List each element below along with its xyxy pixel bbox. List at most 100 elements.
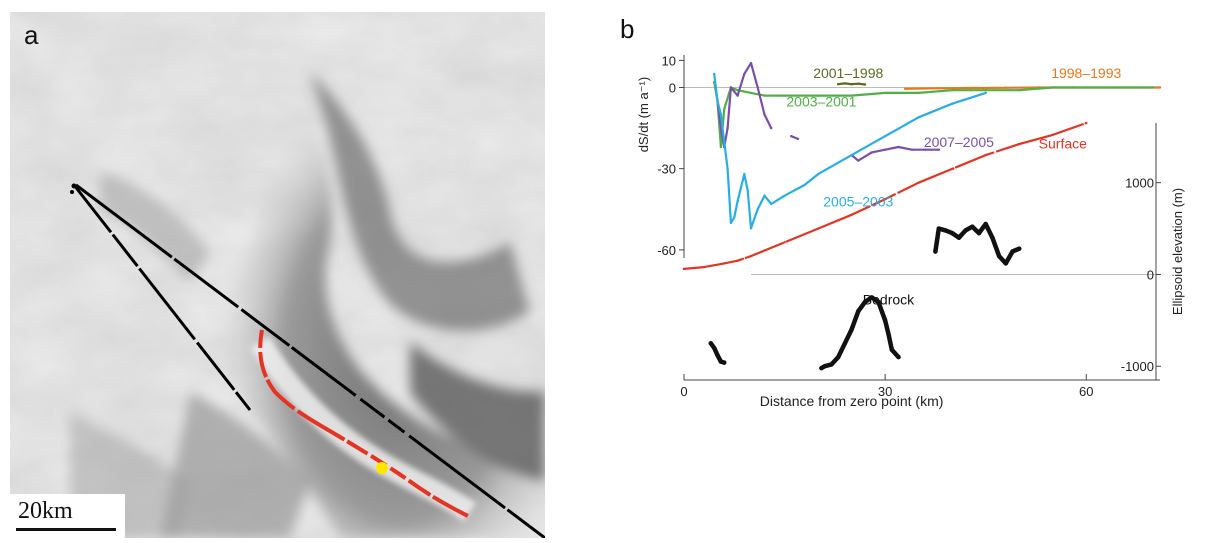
data-point-2007-2005 [726, 126, 729, 130]
data-point-2007-2005 [756, 86, 759, 89]
data-point-2005-2003 [726, 167, 729, 170]
data-point-2001-1998 [836, 83, 840, 86]
data-point-bedrock [976, 230, 982, 236]
data-point-surface [850, 213, 853, 216]
zero-point-marker [376, 462, 388, 474]
series-annotation: Bedrock [863, 292, 915, 308]
data-point-2005-2003 [746, 189, 749, 192]
flight-track-main-segment [75, 183, 545, 538]
data-point-bedrock [882, 318, 888, 323]
data-point-bedrock [715, 353, 720, 358]
data-point-bedrock [1017, 246, 1022, 251]
data-point-bedrock [996, 253, 1002, 259]
data-point-2003-2001 [950, 88, 954, 92]
data-point-2005-2003 [743, 172, 746, 176]
data-point-2007-2005 [790, 135, 793, 138]
data-point-surface [984, 153, 987, 157]
data-point-2005-2003 [736, 199, 739, 203]
data-point-2007-2005 [736, 94, 739, 97]
data-point-bedrock [856, 308, 861, 314]
panel-b-label: b [620, 14, 635, 44]
data-point-surface [816, 227, 820, 230]
data-point-2003-2001 [1018, 88, 1021, 92]
data-point-surface [723, 262, 726, 265]
data-point-2003-2001 [1085, 86, 1088, 89]
data-point-2005-2003 [950, 102, 954, 105]
series-line-2005-2003 [713, 72, 987, 230]
data-point-2005-2003 [729, 221, 733, 225]
data-point-2003-2001 [883, 91, 887, 95]
data-point-surface [783, 241, 786, 244]
data-point-2005-2003 [850, 153, 853, 157]
data-point-1998-1993 [971, 86, 974, 90]
data-point-1998-1993 [1004, 86, 1008, 89]
data-point-surface [883, 197, 887, 201]
data-point-2007-2005 [763, 113, 766, 116]
right-axis-tick-label: -1000 [1121, 359, 1154, 374]
data-point-2005-2003 [733, 216, 736, 219]
panel-a-label: a [24, 20, 39, 50]
x-axis-tick-label: 60 [1079, 384, 1093, 399]
data-point-bedrock [983, 221, 988, 227]
data-point-bedrock [711, 345, 717, 351]
left-axis-tick-label: -60 [657, 243, 676, 258]
data-point-2005-2003 [783, 194, 786, 197]
data-point-bedrock [933, 249, 938, 254]
data-point-2005-2003 [756, 208, 759, 211]
left-axis-label: dS/dt (m a⁻¹) [636, 77, 651, 152]
x-axis-tick-label: 0 [680, 384, 687, 399]
data-point-2007-2005 [796, 137, 800, 141]
data-point-2001-1998 [850, 83, 853, 86]
data-point-surface [1051, 133, 1054, 137]
data-point-2001-1998 [843, 82, 847, 85]
flight-track-north-segment [72, 184, 252, 411]
data-point-surface [749, 254, 753, 258]
data-point-surface [917, 181, 920, 184]
data-point-2005-2003 [883, 135, 887, 138]
data-point-bedrock [708, 341, 714, 346]
data-point-2005-2003 [723, 140, 726, 143]
data-point-bedrock [990, 235, 995, 240]
scale-bar: 20km [10, 494, 125, 538]
data-point-2005-2003 [803, 183, 806, 187]
data-point-2007-2005 [910, 148, 914, 151]
data-point-2003-2001 [776, 94, 780, 97]
right-axis-tick-label: 1000 [1125, 176, 1154, 191]
chart-panel: b 10 0 -30 -60 dS/dt (m a⁻¹) 1000 0 -1000 Ellips… [560, 0, 1219, 538]
data-point-2003-2001 [984, 88, 987, 92]
left-axis-tick-label: 0 [669, 80, 676, 95]
series-annotation: 2005–2003 [823, 194, 893, 210]
data-point-bedrock [956, 235, 962, 240]
data-point-2003-2001 [1152, 86, 1155, 89]
glacier-centerline [258, 329, 471, 519]
data-point-bedrock [722, 360, 727, 365]
data-point-2007-2005 [937, 148, 940, 151]
data-point-2005-2003 [719, 113, 723, 116]
satellite-image [10, 12, 545, 538]
data-point-bedrock [849, 327, 854, 332]
elevation-change-chart: 10 0 -30 -60 dS/dt (m a⁻¹) 1000 0 -1000 Ellipsoi… [636, 53, 1185, 409]
data-point-1998-1993 [904, 87, 907, 91]
data-point-2003-2001 [719, 145, 723, 149]
data-point-2005-2003 [749, 227, 753, 230]
scale-bar-line [16, 528, 116, 531]
data-point-surface [682, 267, 686, 271]
data-point-bedrock [835, 354, 841, 360]
data-point-2007-2005 [857, 159, 860, 162]
data-point-bedrock [842, 341, 848, 346]
flight-track [70, 183, 545, 538]
data-point-2003-2001 [850, 94, 853, 97]
satellite-image-panel: a 20km [10, 12, 545, 538]
left-axis-tick-label: 10 [662, 53, 676, 68]
data-point-1998-1993 [937, 87, 940, 90]
data-point-bedrock [963, 228, 968, 233]
data-point-2001-1998 [863, 83, 867, 86]
data-point-bedrock [889, 347, 895, 352]
data-point-2007-2005 [749, 61, 753, 65]
right-axis-label: Ellipsoid elevation (m) [1170, 188, 1185, 315]
data-point-2005-2003 [763, 194, 766, 197]
data-point-2003-2001 [917, 91, 920, 95]
x-axis-tick-label: 30 [878, 384, 892, 399]
data-point-2005-2003 [917, 116, 920, 119]
data-point-2007-2005 [897, 145, 900, 149]
